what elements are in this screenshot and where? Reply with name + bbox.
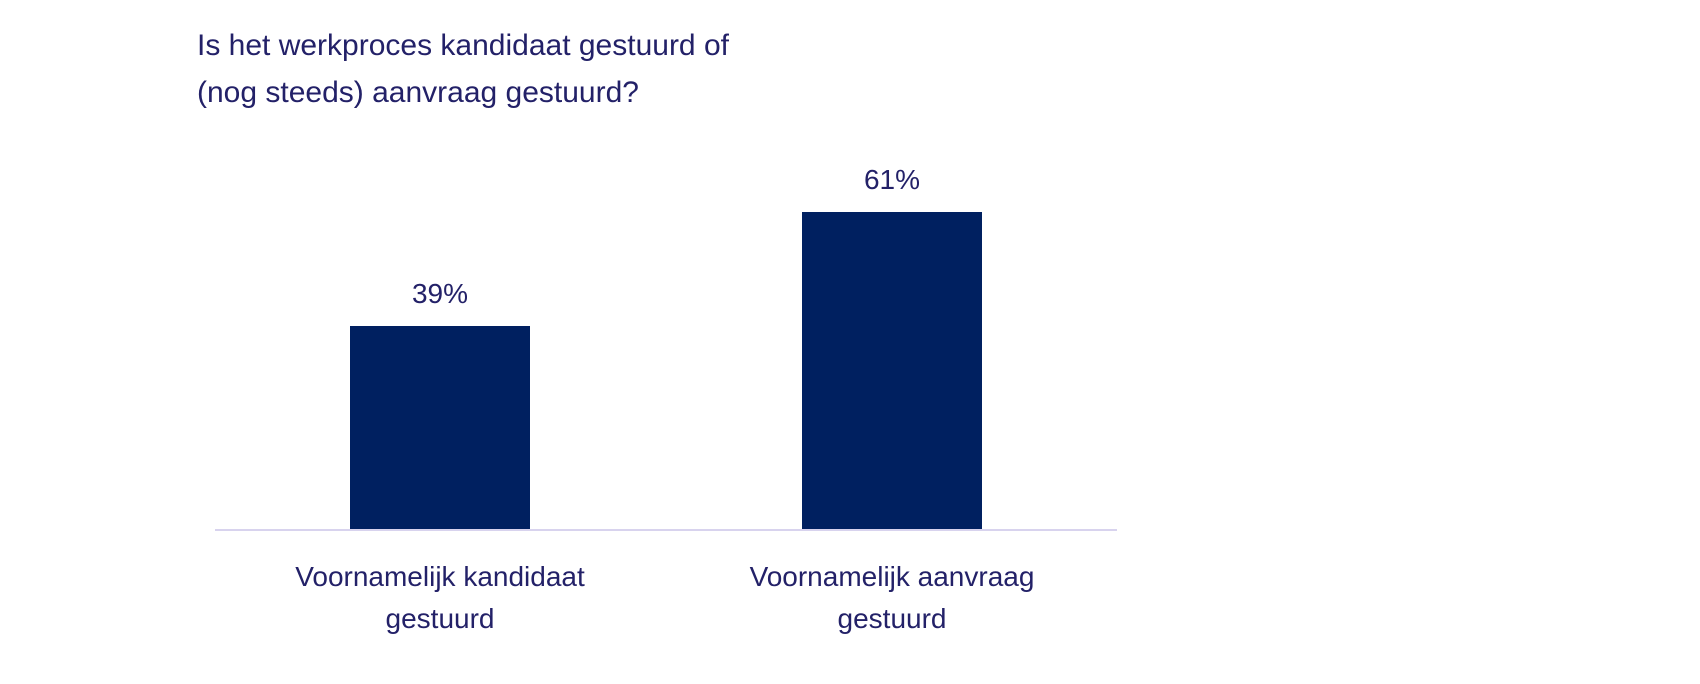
bar-kandidaat-gestuurd bbox=[350, 326, 530, 529]
plot-area: 39% 61% bbox=[215, 0, 1117, 531]
category-label-aanvraag: Voornamelijk aanvraag gestuurd bbox=[672, 556, 1112, 640]
category-label-kandidaat-line-1: Voornamelijk kandidaat bbox=[295, 561, 585, 592]
category-label-aanvraag-line-1: Voornamelijk aanvraag bbox=[749, 561, 1035, 592]
chart-title-line-1: Is het werkproces kandidaat gestuurd of bbox=[197, 29, 729, 62]
value-label-kandidaat: 39% bbox=[411, 278, 469, 309]
category-label-kandidaat: Voornamelijk kandidaat gestuurd bbox=[220, 556, 660, 640]
chart-title-line-2: (nog steeds) aanvraag gestuurd? bbox=[197, 76, 639, 109]
bar-aanvraag-gestuurd bbox=[802, 212, 982, 529]
value-label-aanvraag: 61% bbox=[863, 164, 921, 195]
category-label-kandidaat-line-2: gestuurd bbox=[385, 603, 495, 634]
chart-title: Is het werkproces kandidaat gestuurd of … bbox=[197, 22, 729, 116]
category-label-aanvraag-line-2: gestuurd bbox=[837, 603, 947, 634]
